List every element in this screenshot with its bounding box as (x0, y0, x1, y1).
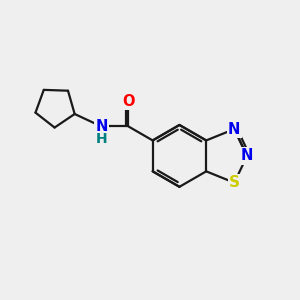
Text: O: O (122, 94, 135, 109)
Text: N: N (95, 119, 107, 134)
Text: N: N (228, 122, 241, 136)
Text: H: H (95, 132, 107, 146)
Text: N: N (241, 148, 253, 164)
Text: S: S (229, 175, 240, 190)
